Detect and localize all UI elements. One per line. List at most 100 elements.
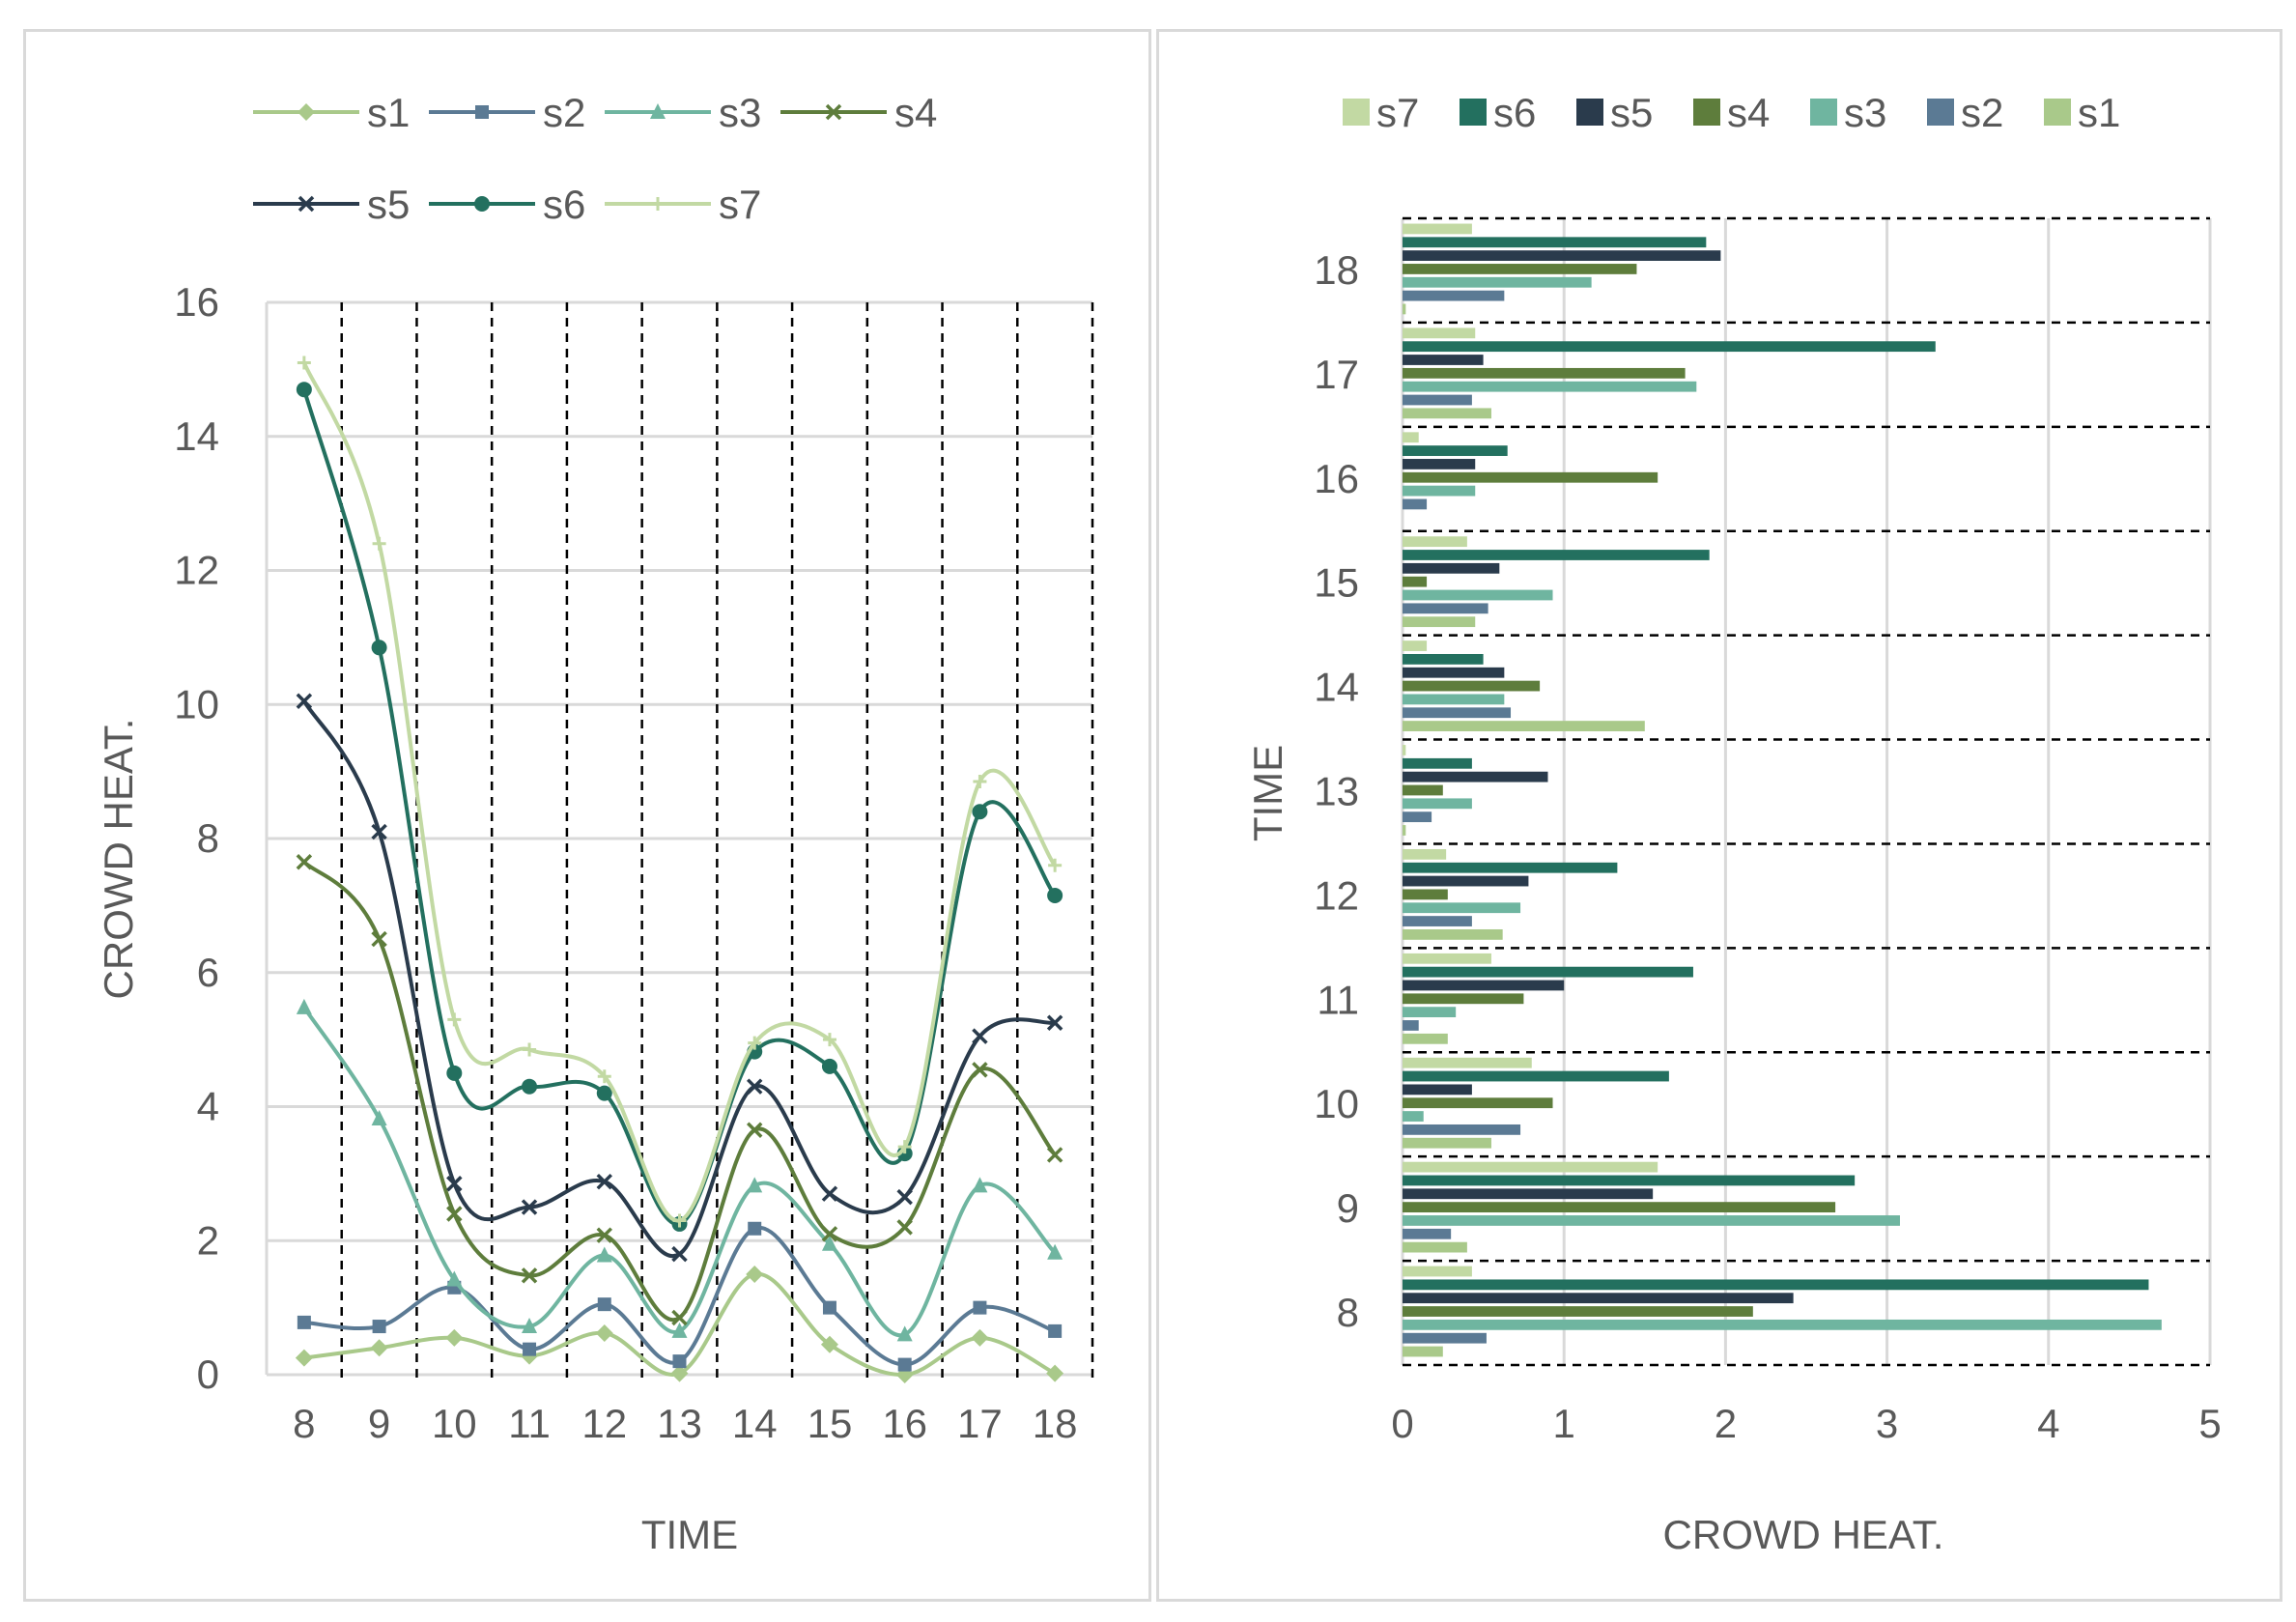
- point-s7: [672, 1213, 687, 1228]
- bar-s5: [1403, 1188, 1654, 1200]
- bar-chart-y-tick-labels: 8 9 10 11 12 13 14 15 16 17 18: [1314, 247, 1359, 1335]
- bar-s1: [1403, 721, 1645, 731]
- line-chart-x-tick-label: 14: [732, 1401, 778, 1446]
- bar-s7: [1403, 640, 1428, 651]
- bar-s3: [1403, 1007, 1457, 1018]
- line-chart-y-axis-title: CROWD HEAT.: [96, 719, 141, 1000]
- bar-s4: [1403, 264, 1637, 274]
- point-s2: [672, 1354, 687, 1369]
- point-s6: [296, 382, 312, 398]
- bar-chart-x-tick-label: 1: [1553, 1401, 1575, 1446]
- point-s6: [446, 1065, 463, 1081]
- legend-swatch-s6: [1460, 99, 1487, 126]
- bar-chart-y-tick-label: 12: [1314, 872, 1359, 918]
- bar-s2: [1403, 498, 1428, 510]
- bar-s7: [1403, 848, 1447, 860]
- point-s3: [671, 1322, 688, 1338]
- bar-s4: [1403, 784, 1443, 796]
- point-s5: [972, 1028, 988, 1044]
- point-s6: [821, 1058, 837, 1074]
- legend-label-s7: s7: [719, 182, 761, 227]
- point-s5: [596, 1173, 613, 1190]
- point-s7: [597, 1069, 611, 1084]
- bar-group-9: [1403, 1161, 1900, 1253]
- legend-marker-s6: [474, 196, 490, 212]
- line-s5: [302, 699, 1056, 1259]
- bar-s5: [1403, 1293, 1794, 1304]
- line-chart-panel: 0 2 4 6 8 10 12 14 16 8 9 10 11 12 13 14 15 16 17 18 s1 s2 s…: [23, 29, 1151, 1602]
- legend-entry-s7: s7: [1343, 90, 1419, 135]
- legend-label-s3: s3: [719, 90, 761, 135]
- point-s1: [971, 1328, 989, 1347]
- point-s2: [748, 1221, 762, 1236]
- point-s7: [372, 536, 386, 551]
- legend-entry-s1: s1: [2044, 90, 2120, 135]
- bar-s1: [1403, 303, 1406, 315]
- bar-s5: [1403, 250, 1721, 261]
- legend-entry-s4: s4: [1693, 90, 1770, 135]
- bar-s6: [1403, 654, 1484, 665]
- point-s6: [596, 1085, 612, 1101]
- bar-s6: [1403, 445, 1508, 456]
- point-s1: [1046, 1364, 1064, 1382]
- point-s4: [972, 1062, 988, 1078]
- point-s2: [897, 1357, 912, 1372]
- point-s5: [1046, 1014, 1063, 1032]
- bar-s7: [1403, 1266, 1472, 1277]
- bar-chart-y-tick-label: 16: [1314, 456, 1359, 501]
- bar-s7: [1403, 432, 1419, 443]
- bar-s4: [1403, 471, 1658, 483]
- bar-s6: [1403, 862, 1618, 873]
- legend-swatch-s4: [1693, 99, 1720, 126]
- bar-s5: [1403, 980, 1565, 991]
- bar-s1: [1403, 616, 1476, 628]
- line-chart-x-tick-label: 16: [882, 1401, 927, 1446]
- legend-marker-s2: [475, 105, 489, 119]
- point-s1: [820, 1335, 838, 1353]
- bar-group-15: [1403, 536, 1710, 628]
- line-series-s4: [296, 854, 1063, 1326]
- bar-s5: [1403, 875, 1529, 887]
- bar-s2: [1403, 811, 1432, 823]
- bar-s2: [1403, 707, 1512, 719]
- bar-s4: [1403, 680, 1541, 692]
- bar-s5: [1403, 1084, 1472, 1096]
- bar-s3: [1403, 1111, 1424, 1122]
- bar-s2: [1403, 394, 1472, 406]
- line-chart-y-tick-label: 2: [197, 1217, 219, 1263]
- bar-s7: [1403, 223, 1472, 235]
- legend-label-s2: s2: [543, 90, 585, 135]
- bar-chart-y-tick-label: 18: [1314, 247, 1359, 293]
- bar-chart-y-tick-label: 9: [1337, 1185, 1359, 1231]
- point-s5: [521, 1199, 538, 1215]
- bar-group-8: [1403, 1266, 2162, 1357]
- bar-chart-x-tick-labels: 0 1 2 3 4 5: [1391, 1401, 2221, 1446]
- line-chart-y-tick-labels: 0 2 4 6 8 10 12 14 16: [174, 279, 219, 1397]
- bar-chart-y-tick-label: 13: [1314, 769, 1359, 814]
- point-s7: [897, 1140, 912, 1154]
- bar-chart-y-tick-label: 8: [1337, 1290, 1359, 1335]
- line-chart-y-tick-label: 12: [174, 548, 219, 593]
- point-s4: [371, 930, 387, 948]
- legend-label-s7: s7: [1376, 90, 1419, 135]
- point-s1: [746, 1265, 764, 1283]
- bar-s4: [1403, 1306, 1753, 1317]
- point-s2: [523, 1342, 537, 1356]
- point-s2: [822, 1300, 836, 1315]
- line-chart-x-tick-label: 11: [508, 1401, 551, 1446]
- legend-marker-s4: [825, 103, 842, 121]
- legend-entry-s6: s6: [1460, 90, 1536, 135]
- bar-s1: [1403, 1033, 1448, 1044]
- bar-s5: [1403, 459, 1476, 470]
- point-s7: [748, 1036, 762, 1050]
- bar-s6: [1403, 757, 1472, 769]
- legend-entry-s3: s3: [1810, 90, 1886, 135]
- bar-s7: [1403, 536, 1467, 548]
- bar-s6: [1403, 341, 1936, 353]
- line-chart-legend: s1 s2 s3 s4 s5 s6 s7: [253, 90, 937, 227]
- point-s2: [597, 1297, 611, 1312]
- bar-s3: [1403, 1319, 2162, 1330]
- legend-label-s6: s6: [1493, 90, 1536, 135]
- bar-chart-gridlines: [1401, 216, 2212, 1367]
